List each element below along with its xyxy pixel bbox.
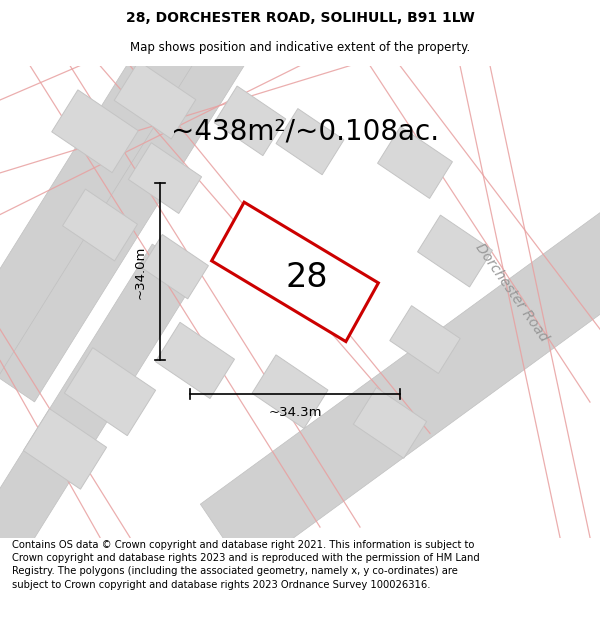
Text: ~34.3m: ~34.3m (268, 406, 322, 419)
Polygon shape (142, 234, 208, 299)
Text: Map shows position and indicative extent of the property.: Map shows position and indicative extent… (130, 41, 470, 54)
Polygon shape (200, 86, 600, 572)
Polygon shape (114, 61, 196, 139)
Polygon shape (276, 109, 344, 175)
Text: ~438m²/~0.108ac.: ~438m²/~0.108ac. (171, 118, 439, 145)
Polygon shape (0, 0, 219, 459)
Polygon shape (214, 86, 286, 156)
Polygon shape (390, 306, 460, 374)
Polygon shape (64, 348, 155, 436)
Polygon shape (155, 322, 235, 399)
Polygon shape (52, 90, 138, 172)
Text: Contains OS data © Crown copyright and database right 2021. This information is : Contains OS data © Crown copyright and d… (12, 540, 480, 589)
Polygon shape (353, 388, 427, 458)
Polygon shape (377, 127, 452, 198)
Polygon shape (212, 202, 379, 341)
Text: 28, DORCHESTER ROAD, SOLIHULL, B91 1LW: 28, DORCHESTER ROAD, SOLIHULL, B91 1LW (125, 11, 475, 26)
Text: 28: 28 (286, 261, 328, 294)
Polygon shape (23, 409, 107, 489)
Polygon shape (0, 0, 416, 402)
Text: Dorchester Road: Dorchester Road (473, 241, 551, 344)
Polygon shape (0, 244, 199, 581)
Polygon shape (252, 355, 328, 429)
Text: ~34.0m: ~34.0m (133, 245, 146, 299)
Polygon shape (62, 189, 137, 261)
Polygon shape (128, 142, 202, 214)
Polygon shape (418, 215, 493, 287)
